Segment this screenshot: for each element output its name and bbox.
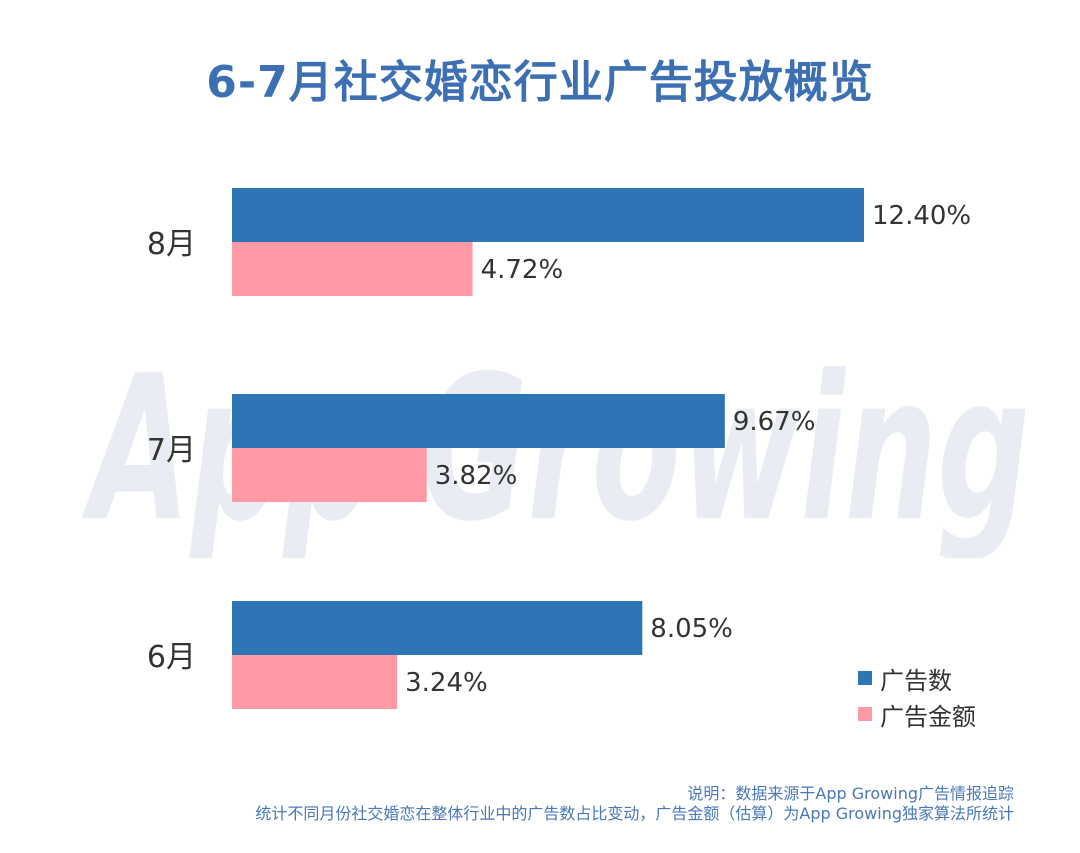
source-note-line1: 说明：数据来源于App Growing广告情报追踪 [687,784,1014,803]
bar-ad-amount [232,655,398,709]
category-label: 6月 [147,640,196,675]
data-label: 9.67% [733,407,816,437]
legend-label-ad-count: 广告数 [880,666,952,695]
chart-title: 6-7月社交婚恋行业广告投放概览 [206,57,874,108]
source-note: 说明：数据来源于App Growing广告情报追踪 统计不同月份社交婚恋在整体行… [255,784,1014,824]
legend-item-ad-count: 广告数 [858,660,976,696]
data-label: 3.24% [405,668,488,698]
bar-ad-amount [232,448,427,502]
data-label: 12.40% [872,201,971,231]
legend-swatch-ad-amount [858,707,872,721]
source-note-line2: 统计不同月份社交婚恋在整体行业中的广告数占比变动，广告金额（估算）为App Gr… [255,804,1014,823]
bar-ad-count [232,188,864,242]
data-label: 3.82% [435,461,518,491]
category-label: 8月 [147,227,196,262]
bar-ad-count [232,394,725,448]
bar-ad-amount [232,242,473,296]
legend: 广告数 广告金额 [858,660,976,732]
legend-swatch-ad-count [858,671,872,685]
bar-ad-count [232,601,643,655]
legend-label-ad-amount: 广告金额 [880,702,976,731]
data-label: 4.72% [481,255,564,285]
data-label: 8.05% [650,614,733,644]
legend-item-ad-amount: 广告金额 [858,696,976,732]
bar-chart: 8月 12.40% 4.72% 7月 9.67% 3.82% 6月 8.05% 3.24% [147,188,971,709]
category-label: 7月 [147,433,196,468]
